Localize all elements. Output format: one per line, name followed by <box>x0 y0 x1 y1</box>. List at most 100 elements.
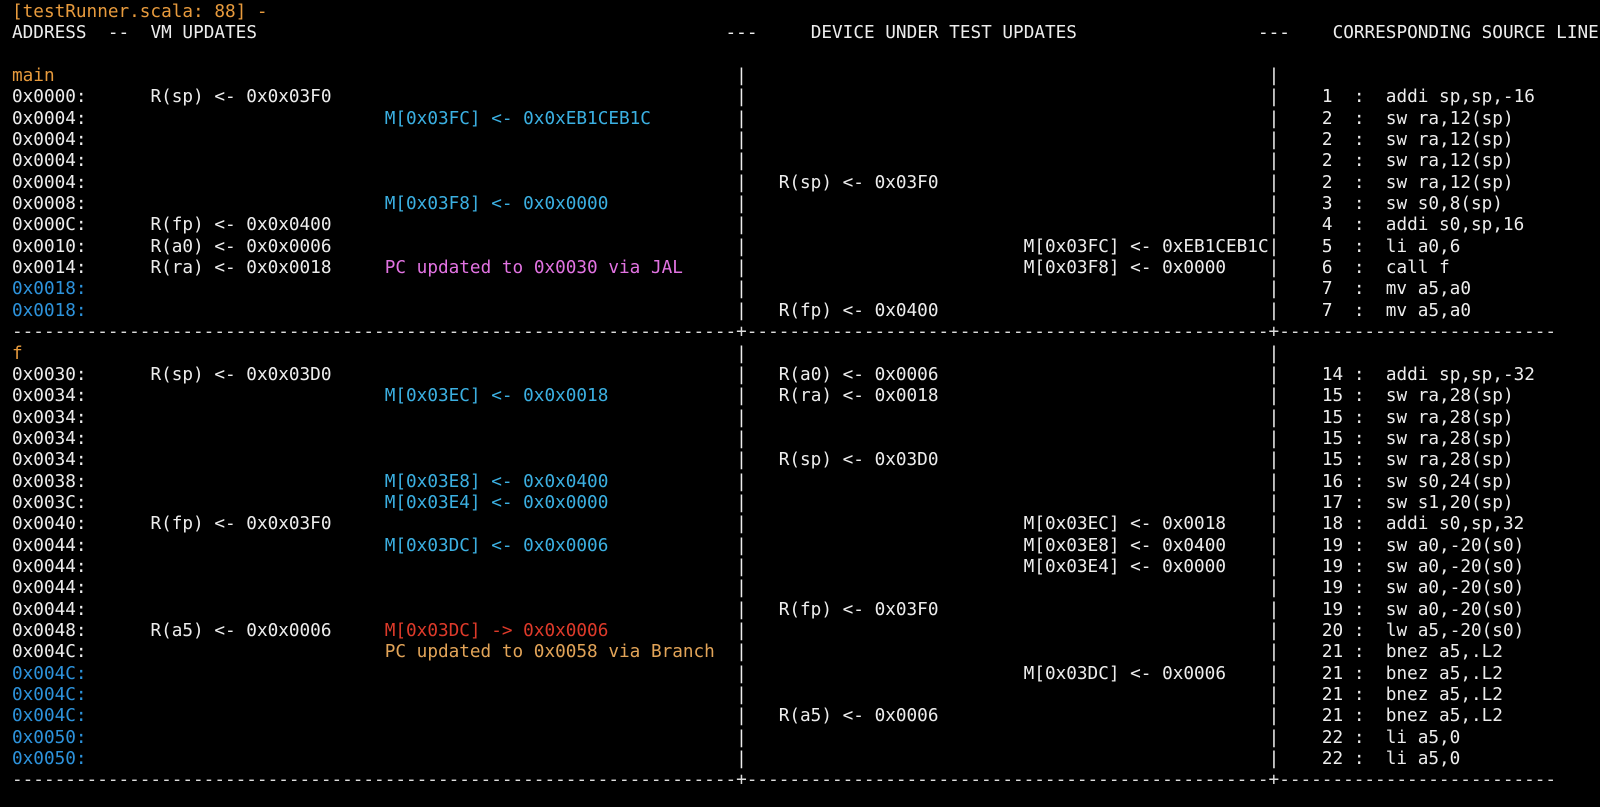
vm-memory-write: M[0x03EC] <- 0x0x0018 <box>384 386 609 407</box>
source-line-number: 2 <box>1321 151 1333 172</box>
source-instruction: sw a0,-20(s0) <box>1385 599 1525 620</box>
source-line-colon: : <box>1353 364 1365 385</box>
terminal-row: 0x0018: | R(fp) <- 0x0400 | 7 : mv a5,a0 <box>12 301 1600 322</box>
column-separator: | <box>736 642 747 663</box>
terminal-row: 0x0034: | | 15 : sw ra,28(sp) <box>12 408 1600 429</box>
column-header: ADDRESS <box>12 23 87 44</box>
log-line: [testRunner.scala: 88] - <box>12 2 268 22</box>
address-cell: 0x0040: <box>12 514 87 535</box>
terminal-row: 0x0044: | | 19 : sw a0,-20(s0) <box>12 578 1600 599</box>
column-header: VM UPDATES <box>150 23 257 44</box>
pc-update-jal-message: PC updated to 0x0030 via JAL <box>384 258 683 279</box>
terminal-row: 0x004C: PC updated to 0x0058 via Branch … <box>12 642 1600 663</box>
source-line-colon: : <box>1353 172 1365 193</box>
column-separator: | <box>736 258 747 279</box>
address-cell: 0x0010: <box>12 236 87 257</box>
source-instruction: sw ra,28(sp) <box>1385 407 1514 428</box>
function-label: main <box>12 66 55 87</box>
terminal-row: 0x004C: | M[0x03DC] <- 0x0006 | 21 : bne… <box>12 664 1600 685</box>
address-cell: 0x0004: <box>12 130 87 151</box>
source-line-colon: : <box>1353 599 1365 620</box>
column-separator: | <box>736 663 747 684</box>
terminal-row: 0x0004: | | 2 : sw ra,12(sp) <box>12 130 1600 151</box>
source-instruction: bnez a5,.L2 <box>1385 706 1503 727</box>
source-line-number: 21 <box>1321 706 1344 727</box>
terminal-row: 0x0034: | | 15 : sw ra,28(sp) <box>12 429 1600 450</box>
address-cell: 0x0000: <box>12 87 87 108</box>
column-separator: | <box>736 620 747 641</box>
column-separator: | <box>736 685 747 705</box>
source-instruction: mv a5,a0 <box>1385 300 1471 321</box>
address-cell: 0x0034: <box>12 428 87 449</box>
source-line-colon: : <box>1353 108 1365 129</box>
source-instruction: addi sp,sp,-32 <box>1385 364 1535 385</box>
source-line-number: 6 <box>1321 258 1333 279</box>
source-line-colon: : <box>1353 642 1365 663</box>
address-cell: 0x0044: <box>12 599 87 620</box>
column-header: DEVICE UNDER TEST UPDATES <box>810 23 1077 44</box>
terminal-row: 0x0040: R(fp) <- 0x0x03F0 | M[0x03EC] <-… <box>12 514 1600 535</box>
terminal-row: 0x000C: R(fp) <- 0x0x0400 | | 4 : addi s… <box>12 215 1600 236</box>
source-line-colon: : <box>1353 578 1365 599</box>
column-separator: | <box>736 215 747 236</box>
source-line-number: 22 <box>1321 749 1344 770</box>
column-separator: | <box>736 386 747 407</box>
source-instruction: sw a0,-20(s0) <box>1385 535 1525 556</box>
column-separator: | <box>736 66 747 87</box>
column-separator: | <box>736 194 747 215</box>
source-instruction: sw a0,-20(s0) <box>1385 556 1525 577</box>
vm-register-update: R(sp) <- 0x0x03D0 <box>150 364 332 385</box>
source-instruction: sw ra,12(sp) <box>1385 108 1514 129</box>
source-instruction: sw ra,12(sp) <box>1385 172 1514 193</box>
address-cell: 0x0004: <box>12 108 87 129</box>
source-line-number: 4 <box>1321 215 1333 236</box>
address-cell: 0x0030: <box>12 364 87 385</box>
address-cell: 0x0034: <box>12 386 87 407</box>
column-separator: | <box>736 87 747 108</box>
source-instruction: bnez a5,.L2 <box>1385 642 1503 663</box>
source-instruction: li a5,0 <box>1385 749 1461 770</box>
column-separator: | <box>1268 215 1280 236</box>
terminal-row: 0x0030: R(sp) <- 0x0x03D0 | R(a0) <- 0x0… <box>12 365 1600 386</box>
source-line-number: 21 <box>1321 642 1344 663</box>
address-cell: 0x000C: <box>12 215 87 236</box>
source-line-colon: : <box>1353 514 1365 535</box>
dut-register-update: R(sp) <- 0x03F0 <box>778 172 939 193</box>
vm-memory-write: M[0x03DC] <- 0x0x0006 <box>384 535 609 556</box>
source-line-colon: : <box>1353 556 1365 577</box>
source-line-colon: : <box>1353 749 1365 770</box>
source-line-number: 3 <box>1321 194 1333 215</box>
terminal-row: 0x0010: R(a0) <- 0x0x0006 | M[0x03FC] <-… <box>12 237 1600 258</box>
column-separator: | <box>736 428 747 449</box>
source-line-number: 18 <box>1321 514 1344 535</box>
address-cell-highlight: 0x0018: <box>12 279 87 300</box>
column-separator: | <box>736 749 747 770</box>
terminal-row: 0x0050: | | 22 : li a5,0 <box>12 749 1600 770</box>
column-separator: | <box>1268 556 1280 577</box>
source-instruction: sw ra,12(sp) <box>1385 130 1514 151</box>
terminal-row: 0x004C: | | 21 : bnez a5,.L2 <box>12 685 1600 706</box>
terminal-row: 0x0048: R(a5) <- 0x0x0006 M[0x03DC] -> 0… <box>12 621 1600 642</box>
terminal-row: 0x0044: | M[0x03E4] <- 0x0000 | 19 : sw … <box>12 557 1600 578</box>
column-separator: | <box>736 407 747 428</box>
address-cell: 0x0008: <box>12 194 87 215</box>
source-line-number: 17 <box>1321 492 1344 513</box>
column-separator: | <box>1268 172 1280 193</box>
column-separator: | <box>736 450 747 471</box>
source-line-colon: : <box>1353 428 1365 449</box>
source-line-colon: : <box>1353 236 1365 257</box>
column-separator: | <box>1268 87 1280 108</box>
source-line-number: 7 <box>1321 300 1333 321</box>
source-line-colon: : <box>1353 471 1365 492</box>
vm-register-update: R(fp) <- 0x0x03F0 <box>150 514 332 535</box>
column-separator: | <box>1268 514 1280 535</box>
address-cell-highlight: 0x0018: <box>12 300 87 321</box>
vm-register-update: R(sp) <- 0x0x03F0 <box>150 87 332 108</box>
column-separator: | <box>736 514 747 535</box>
source-line-colon: : <box>1353 727 1365 748</box>
terminal-row: 0x003C: M[0x03E4] <- 0x0x0000 | | 17 : s… <box>12 493 1600 514</box>
column-separator: | <box>1268 685 1280 705</box>
column-separator: | <box>1268 535 1280 556</box>
terminal-row: ----------------------------------------… <box>12 322 1600 343</box>
column-separator: | <box>1268 407 1280 428</box>
